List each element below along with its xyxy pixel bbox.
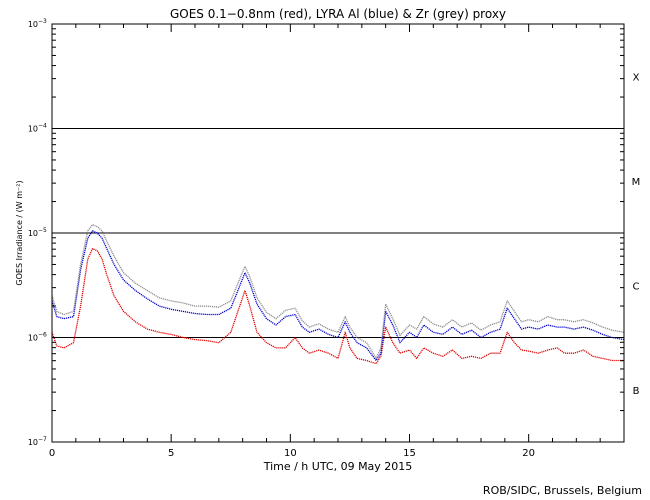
y-tick-label: 10 (28, 438, 38, 447)
series-line (51, 230, 625, 362)
flare-class-label: M (632, 177, 641, 188)
flare-class-label: X (633, 72, 640, 83)
y-tick-exponent: −4 (38, 123, 47, 130)
x-tick-label: 10 (284, 448, 297, 459)
y-axis-label: GOES Irradiance / (W m⁻²) (15, 180, 24, 285)
y-tick-label: 10 (28, 125, 38, 134)
series-line (51, 223, 625, 360)
y-tick-exponent: −3 (38, 18, 47, 25)
y-tick-exponent: −7 (38, 436, 47, 443)
x-tick-label: 20 (522, 448, 535, 459)
y-axis: 10−710−610−510−410−3 (28, 18, 624, 447)
y-tick-exponent: −6 (38, 332, 47, 339)
series-line (51, 248, 624, 365)
x-tick-label: 15 (403, 448, 416, 459)
y-tick-exponent: −5 (38, 227, 47, 234)
y-tick-label: 10 (28, 20, 38, 29)
x-tick-label: 5 (168, 448, 174, 459)
flare-class-label: B (633, 386, 640, 397)
flare-class-labels: X M C B (632, 72, 641, 397)
credit-text: ROB/SIDC, Brussels, Belgium (483, 484, 642, 497)
y-tick-label: 10 (28, 334, 38, 343)
flare-class-lines (52, 128, 624, 338)
chart-title: GOES 0.1−0.8nm (red), LYRA Al (blue) & Z… (170, 7, 506, 21)
x-tick-label: 0 (49, 448, 55, 459)
x-axis-label: Time / h UTC, 09 May 2015 (263, 460, 413, 473)
x-axis: 0 5 10 15 20 (49, 24, 625, 459)
series-layer (51, 223, 625, 365)
y-tick-label: 10 (28, 229, 38, 238)
flare-class-label: C (633, 281, 640, 292)
